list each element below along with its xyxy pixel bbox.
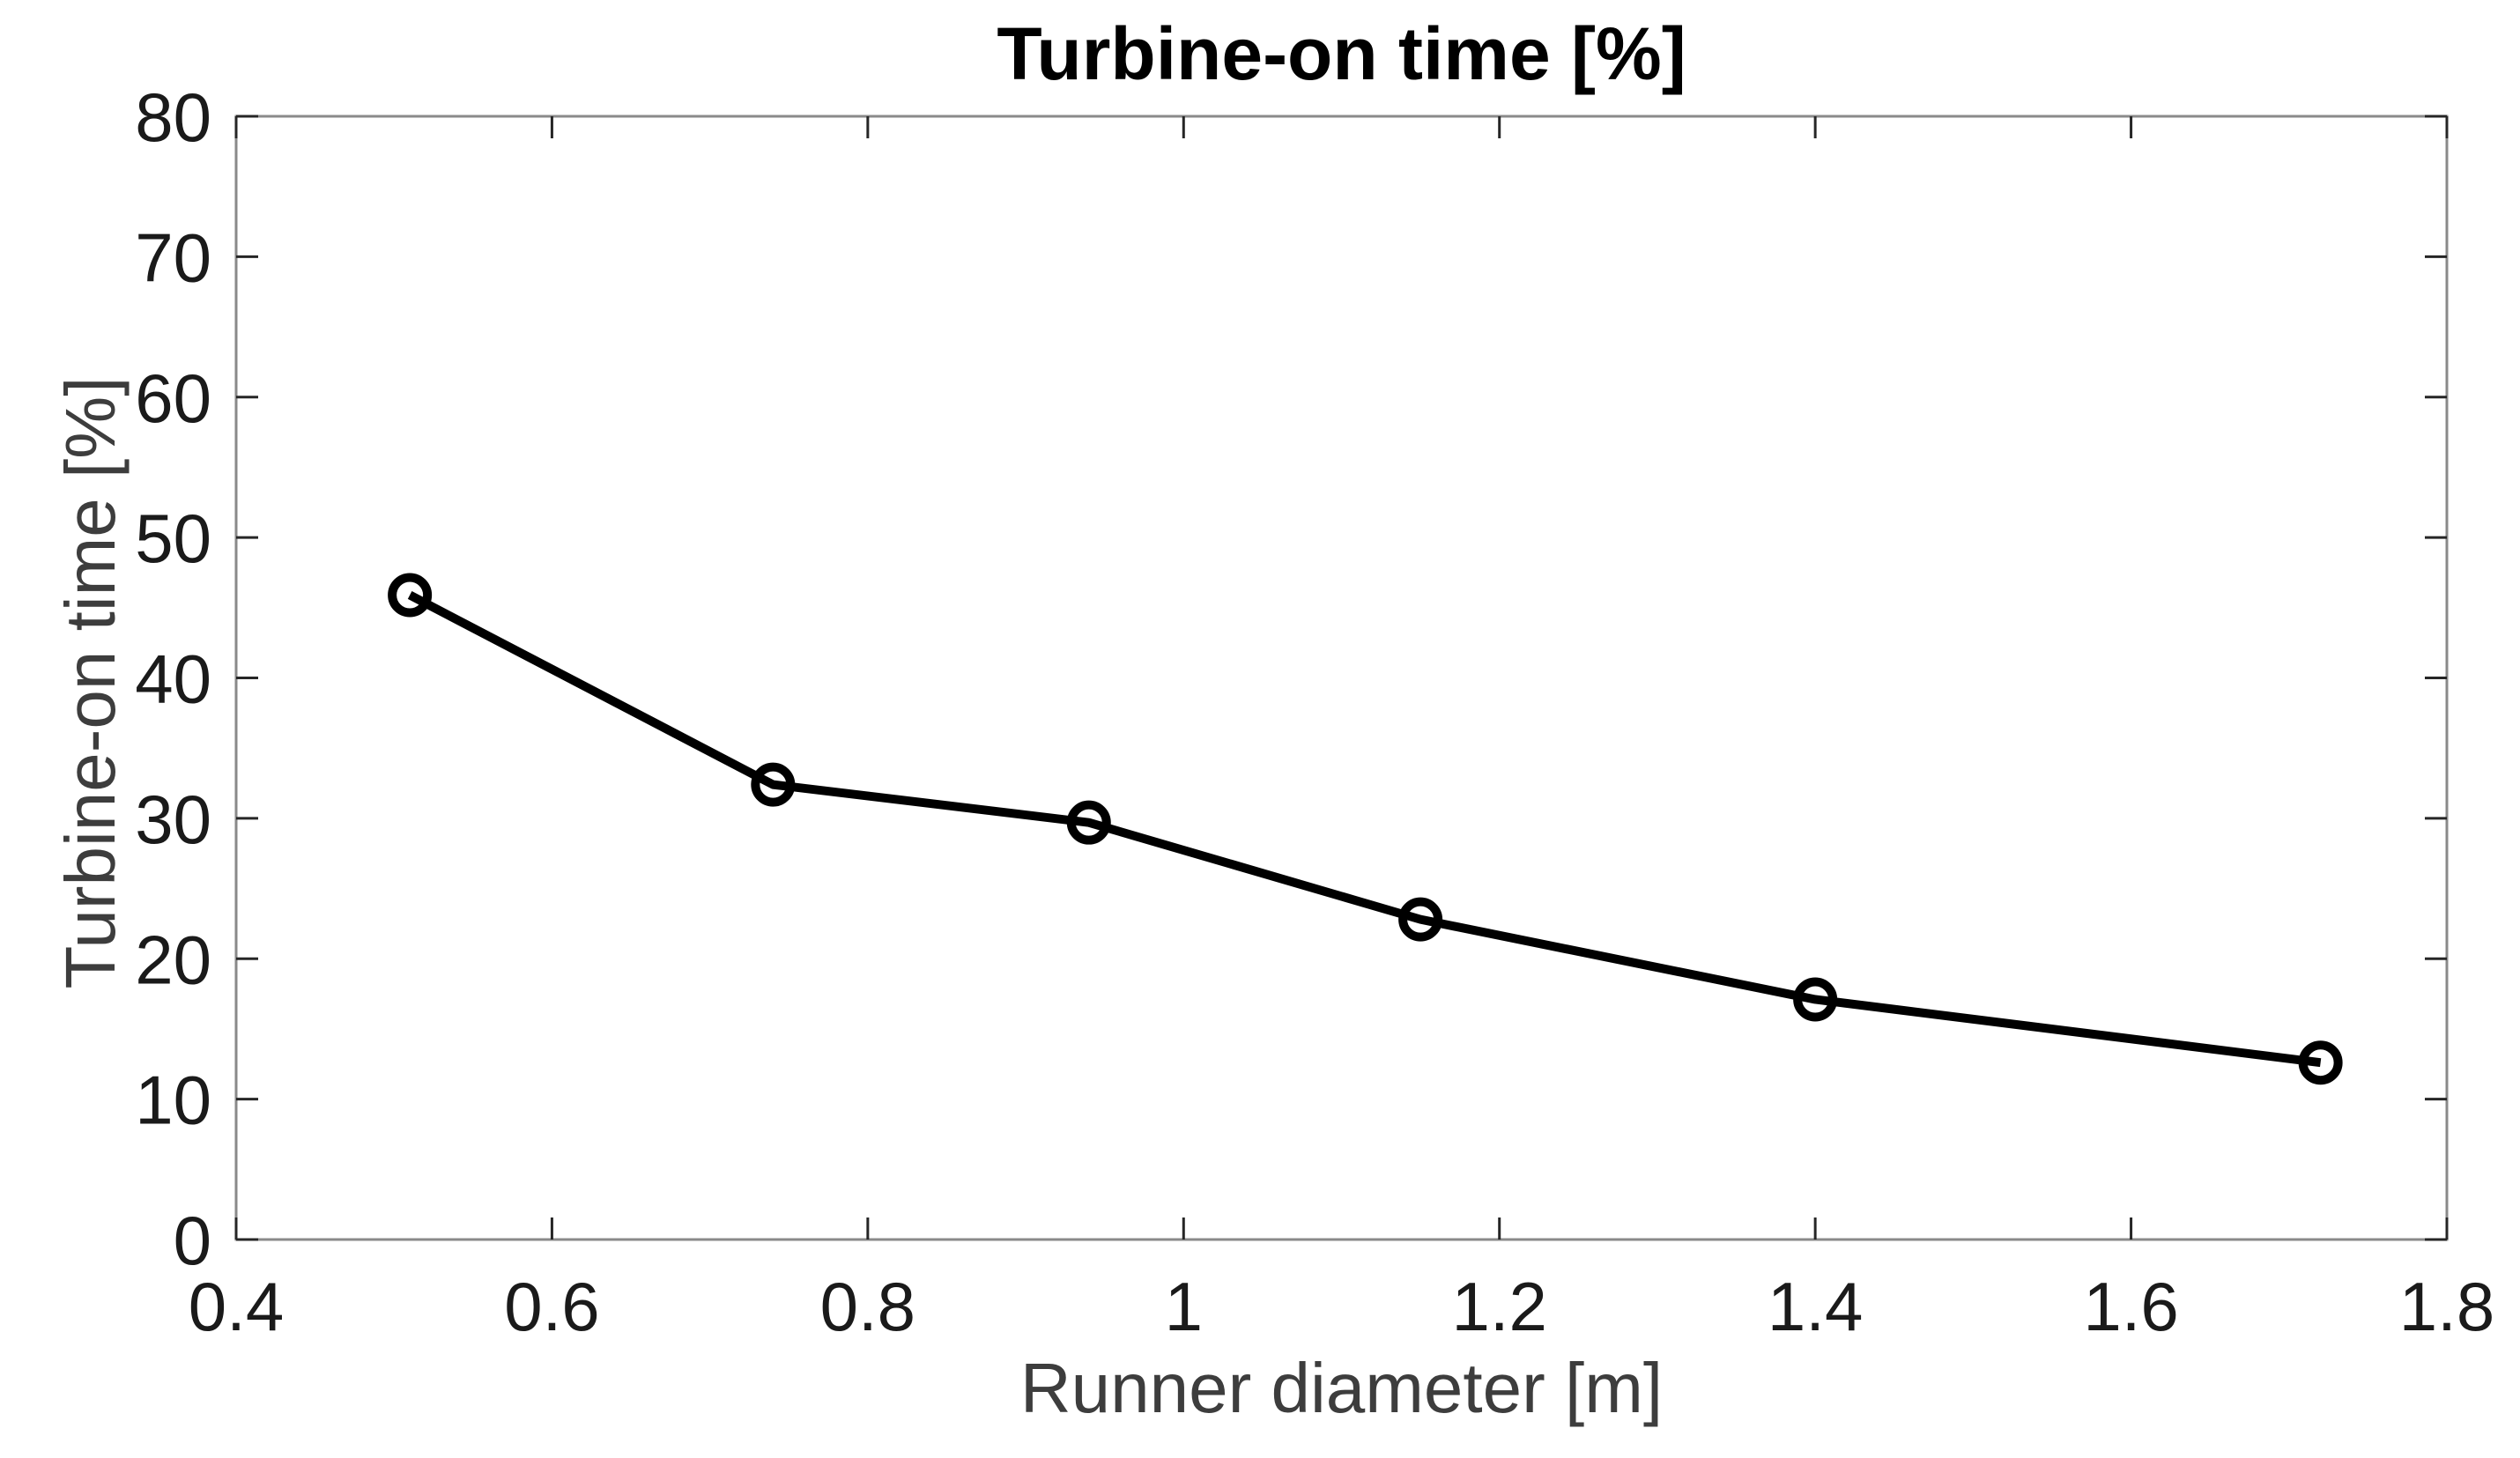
data-point-marker bbox=[388, 573, 433, 618]
y-tick-label: 40 bbox=[135, 640, 211, 718]
y-tick-label: 20 bbox=[135, 921, 211, 998]
x-axis-label: Runner diameter [m] bbox=[1019, 1349, 1664, 1427]
x-tick-label: 1 bbox=[1165, 1268, 1203, 1345]
y-tick-label: 30 bbox=[135, 781, 211, 858]
y-tick-label: 0 bbox=[174, 1202, 211, 1279]
y-tick-label: 70 bbox=[135, 218, 211, 296]
y-tick-label: 80 bbox=[135, 78, 211, 156]
x-tick-label: 0.6 bbox=[504, 1268, 599, 1345]
y-tick-label: 60 bbox=[135, 359, 211, 437]
y-tick-label: 10 bbox=[135, 1062, 211, 1139]
x-tick-label: 1.2 bbox=[1451, 1268, 1546, 1345]
data-point-marker bbox=[751, 762, 796, 807]
data-point-marker bbox=[1066, 800, 1111, 845]
y-tick-label: 50 bbox=[135, 500, 211, 577]
x-tick-label: 0.4 bbox=[189, 1268, 284, 1345]
chart-title: Turbine-on time [%] bbox=[997, 12, 1686, 95]
x-tick-label: 1.4 bbox=[1768, 1268, 1863, 1345]
data-point-marker bbox=[2298, 1040, 2343, 1085]
data-point-marker bbox=[1793, 977, 1838, 1022]
x-tick-label: 0.8 bbox=[820, 1268, 915, 1345]
data-point-marker bbox=[1398, 897, 1443, 942]
series-line bbox=[407, 591, 2322, 1068]
x-tick-label: 1.6 bbox=[2083, 1268, 2178, 1345]
x-tick-label: 1.8 bbox=[2399, 1268, 2494, 1345]
